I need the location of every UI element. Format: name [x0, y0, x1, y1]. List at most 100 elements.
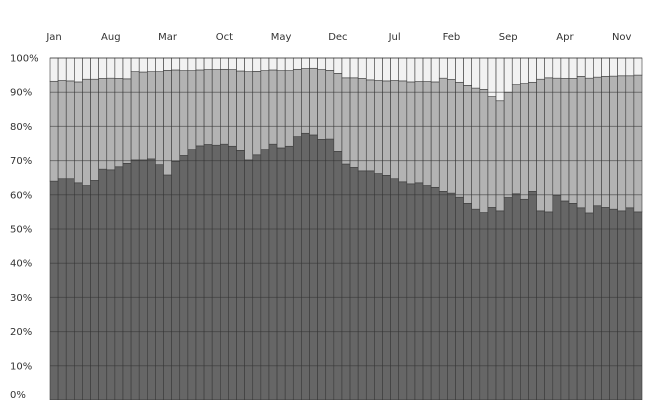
bar-segment-dark: [276, 147, 286, 400]
y-tick-label: 0%: [10, 390, 26, 400]
bar-segment-light: [325, 57, 335, 71]
bar-segment-light: [471, 57, 481, 89]
bar-segment-dark: [82, 185, 91, 400]
bar-segment-light: [374, 57, 383, 81]
bar-segment-mid: [82, 78, 91, 186]
bar-segment-light: [341, 57, 351, 79]
x-tick-label: Feb: [443, 32, 461, 43]
bar-segment-light: [503, 57, 513, 93]
bar-segment-light: [430, 57, 440, 83]
bar-segment-light: [382, 57, 391, 82]
bar-segment-mid: [438, 77, 448, 192]
bar-segment-light: [414, 57, 424, 82]
bar-segment-dark: [414, 182, 424, 400]
bar-segment-light: [520, 57, 529, 84]
y-tick-label: 40%: [10, 259, 32, 270]
bar-segment-light: [511, 57, 521, 85]
bar-segment-mid: [601, 76, 610, 208]
bar-segment-mid: [593, 76, 602, 207]
bar-segment-mid: [155, 71, 164, 166]
bar-segment-dark: [503, 197, 513, 400]
bar-segment-dark: [268, 143, 278, 400]
bar-segment-dark: [130, 159, 140, 400]
bar-segment-light: [552, 57, 562, 79]
x-tick-label: Jan: [45, 32, 61, 43]
bar-segment-dark: [576, 207, 586, 400]
bar-segment-light: [252, 57, 262, 72]
x-tick-label: Oct: [216, 32, 233, 43]
y-tick-label: 60%: [10, 190, 32, 201]
bar-segment-light: [398, 57, 408, 82]
bar-segment-light: [406, 57, 416, 83]
bar-segment-dark: [430, 186, 440, 400]
bar-segment-dark: [220, 143, 229, 400]
bar-segment-dark: [138, 159, 148, 400]
bar-segment-light: [179, 57, 189, 71]
bar-segment-light: [309, 57, 318, 69]
bar-segment-light: [220, 57, 229, 70]
bar-segment-mid: [252, 71, 262, 156]
bar-segment-dark: [447, 192, 456, 400]
bar-segment-light: [601, 57, 610, 77]
bar-segment-light: [82, 57, 91, 80]
x-tick-label: Aug: [101, 32, 121, 43]
bar-segment-light: [349, 57, 359, 79]
bar-segment-mid: [317, 69, 327, 140]
bar-segment-mid: [544, 77, 554, 213]
bar-segment-light: [284, 57, 294, 71]
bar-segment-mid: [414, 81, 424, 184]
bar-segment-dark: [57, 178, 67, 400]
bar-segment-dark: [625, 207, 635, 400]
bar-segment-dark: [422, 185, 432, 400]
bar-segment-mid: [455, 81, 464, 198]
bar-segment-mid: [57, 80, 67, 180]
bar-segment-mid: [398, 80, 408, 183]
bar-segment-light: [479, 57, 489, 90]
bar-segment-light: [536, 57, 545, 80]
bar-segment-mid: [236, 70, 245, 151]
y-tick-label: 20%: [10, 327, 32, 338]
y-tick-label: 70%: [10, 156, 32, 167]
bar-segment-light: [528, 57, 537, 83]
x-axis-labels: Jan Aug Mar Oct May Dec Jul Feb Sep Apr Nov: [45, 32, 631, 43]
bar-segment-light: [422, 57, 432, 82]
bar-segment-dark: [309, 134, 318, 400]
bar-segment-mid: [471, 87, 481, 210]
bar-segment-mid: [74, 81, 83, 184]
bar-segment-dark: [560, 200, 570, 400]
bar-segment-mid: [203, 69, 213, 145]
bar-segment-dark: [495, 210, 505, 400]
bar-segment-mid: [463, 85, 472, 204]
x-tick-label: Dec: [328, 32, 347, 43]
bar-segment-light: [98, 57, 108, 79]
bar-segment-dark: [601, 207, 610, 400]
bar-segment-light: [114, 57, 124, 79]
bar-segment-mid: [276, 70, 286, 149]
bar-segment-light: [228, 57, 237, 70]
bar-segment-mid: [625, 75, 635, 209]
bar-segment-dark: [633, 211, 643, 400]
bar-segment-light: [122, 57, 132, 80]
bar-segment-light: [49, 57, 59, 82]
bar-segment-mid: [382, 80, 391, 176]
bar-segment-light: [438, 57, 448, 79]
bar-segment-mid: [268, 69, 278, 145]
bar-segment-mid: [520, 83, 529, 200]
bar-segment-dark: [203, 144, 213, 400]
bar-segment-dark: [171, 160, 181, 400]
bar-segment-mid: [195, 69, 205, 147]
bar-segment-mid: [49, 80, 59, 182]
bar-segment-dark: [260, 149, 270, 400]
bar-segment-dark: [511, 193, 521, 400]
y-tick-label: 30%: [10, 293, 32, 304]
bar-segment-mid: [552, 77, 562, 196]
bar-segment-dark: [536, 210, 545, 400]
bar-segment-mid: [447, 79, 456, 194]
bar-segment-light: [244, 57, 254, 72]
bar-segment-dark: [236, 150, 245, 400]
bar-segment-light: [495, 57, 505, 102]
bar-segment-dark: [252, 154, 262, 400]
bar-segment-light: [576, 57, 586, 77]
bar-segment-light: [487, 57, 497, 97]
bar-segment-dark: [179, 155, 189, 400]
